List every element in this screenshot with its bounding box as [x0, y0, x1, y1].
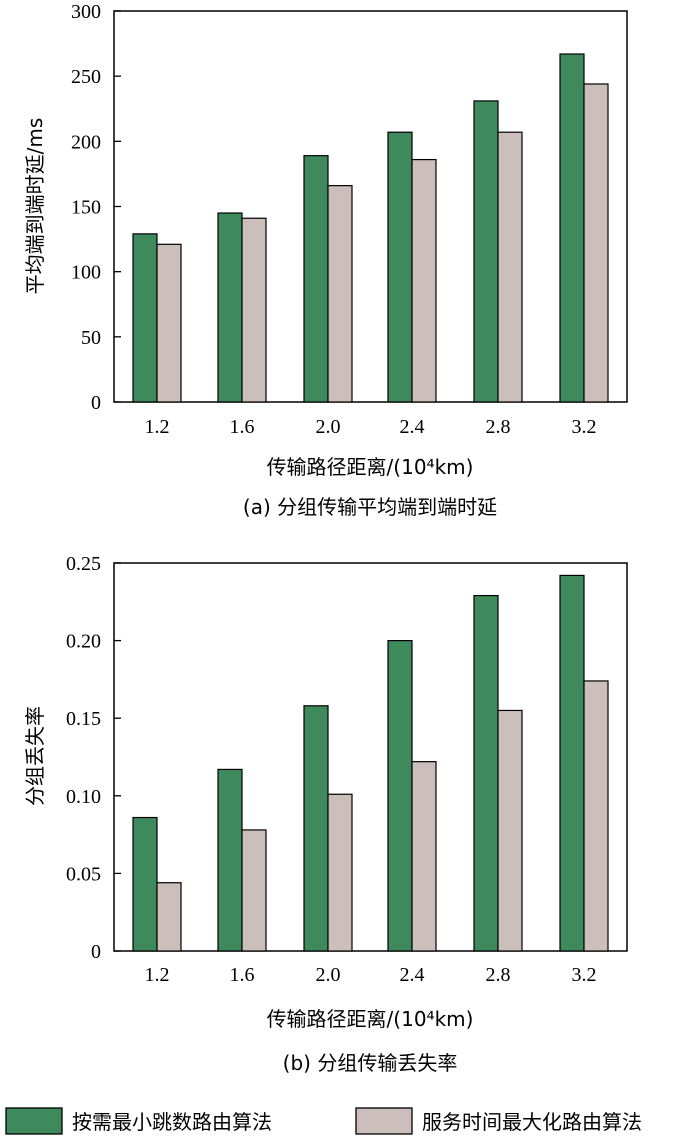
legend-label-max-service-time: 服务时间最大化路由算法 — [422, 1110, 642, 1134]
chart-b-xlabel: 传输路径距离/(10⁴km) — [267, 1007, 474, 1031]
y-tick-label: 0 — [91, 392, 101, 414]
chart-a-y-axis: 0 50 100 150 200 250 300 — [71, 1, 121, 414]
x-tick-label: 2.8 — [486, 416, 511, 438]
bar-min-hop — [217, 768, 243, 952]
bar-max-service-time — [411, 761, 437, 952]
legend-label-min-hop: 按需最小跳数路由算法 — [72, 1110, 272, 1134]
y-tick-label: 0.20 — [66, 631, 101, 653]
legend-swatch-max-service-time — [355, 1107, 413, 1135]
chart-b-y-axis: 0 0.05 0.10 0.15 0.20 0.25 — [66, 553, 121, 963]
chart-a-bars — [132, 53, 609, 403]
chart-b-bars — [132, 574, 609, 952]
chart-a-caption: (a) 分组传输平均端到端时延 — [243, 495, 497, 519]
x-tick-label: 2.0 — [316, 416, 341, 438]
legend-item-min-hop: 按需最小跳数路由算法 — [5, 1107, 272, 1135]
chart-a-delay: 0 50 100 150 200 250 300 1.2 1.6 2.0 2.4 2.8 3.2 平均… — [23, 1, 628, 519]
chart-a-xlabel: 传输路径距离/(10⁴km) — [267, 455, 474, 479]
x-tick-label: 1.6 — [230, 964, 255, 986]
bar-min-hop — [473, 100, 499, 403]
y-tick-label: 150 — [71, 197, 101, 219]
bar-min-hop — [132, 816, 158, 952]
bar-min-hop — [132, 233, 158, 403]
y-tick-label: 0.25 — [66, 553, 101, 575]
chart-a-x-axis: 1.2 1.6 2.0 2.4 2.8 3.2 — [145, 416, 597, 438]
chart-b-plot-frame — [113, 562, 628, 952]
y-tick-label: 0 — [91, 941, 101, 963]
bar-max-service-time — [497, 131, 523, 403]
chart-b-x-axis: 1.2 1.6 2.0 2.4 2.8 3.2 — [145, 964, 597, 986]
chart-a-ylabel: 平均端到端时延/ms — [23, 118, 47, 295]
bar-max-service-time — [583, 83, 609, 403]
x-tick-label: 2.0 — [316, 964, 341, 986]
x-tick-label: 1.2 — [145, 416, 170, 438]
y-tick-label: 100 — [71, 262, 101, 284]
x-tick-label: 1.6 — [230, 416, 255, 438]
x-tick-label: 2.8 — [486, 964, 511, 986]
bar-min-hop — [387, 639, 413, 952]
bar-min-hop — [559, 53, 585, 403]
y-tick-label: 0.05 — [66, 863, 101, 885]
y-tick-label: 300 — [71, 1, 101, 23]
legend-swatch-min-hop — [5, 1107, 63, 1135]
y-tick-label: 200 — [71, 131, 101, 153]
bar-min-hop — [303, 705, 329, 952]
y-tick-label: 50 — [81, 327, 101, 349]
bar-min-hop — [217, 212, 243, 403]
x-tick-label: 2.4 — [400, 416, 425, 438]
bar-max-service-time — [583, 680, 609, 952]
x-tick-label: 2.4 — [400, 964, 425, 986]
chart-b-loss: 0 0.05 0.10 0.15 0.20 0.25 1.2 1.6 2.0 2.4 2.8 3.2… — [23, 553, 628, 1075]
bar-min-hop — [387, 131, 413, 403]
bar-min-hop — [559, 574, 585, 952]
bar-min-hop — [473, 594, 499, 952]
y-tick-label: 0.10 — [66, 786, 101, 808]
bar-max-service-time — [241, 829, 267, 952]
bar-max-service-time — [327, 793, 353, 952]
bar-max-service-time — [156, 243, 182, 403]
y-tick-label: 250 — [71, 66, 101, 88]
y-tick-label: 0.15 — [66, 708, 101, 730]
chart-b-caption: (b) 分组传输丢失率 — [283, 1051, 458, 1075]
bar-max-service-time — [497, 709, 523, 952]
legend-item-max-service-time: 服务时间最大化路由算法 — [355, 1107, 642, 1135]
chart-a-plot-frame — [113, 10, 628, 403]
bar-min-hop — [303, 155, 329, 403]
x-tick-label: 3.2 — [572, 416, 597, 438]
bar-max-service-time — [411, 158, 437, 403]
bar-max-service-time — [156, 882, 182, 952]
chart-b-ylabel: 分组丢失率 — [23, 706, 47, 806]
x-tick-label: 1.2 — [145, 964, 170, 986]
bar-max-service-time — [241, 217, 267, 403]
legend: 按需最小跳数路由算法 服务时间最大化路由算法 — [5, 1107, 642, 1135]
bar-max-service-time — [327, 185, 353, 403]
x-tick-label: 3.2 — [572, 964, 597, 986]
